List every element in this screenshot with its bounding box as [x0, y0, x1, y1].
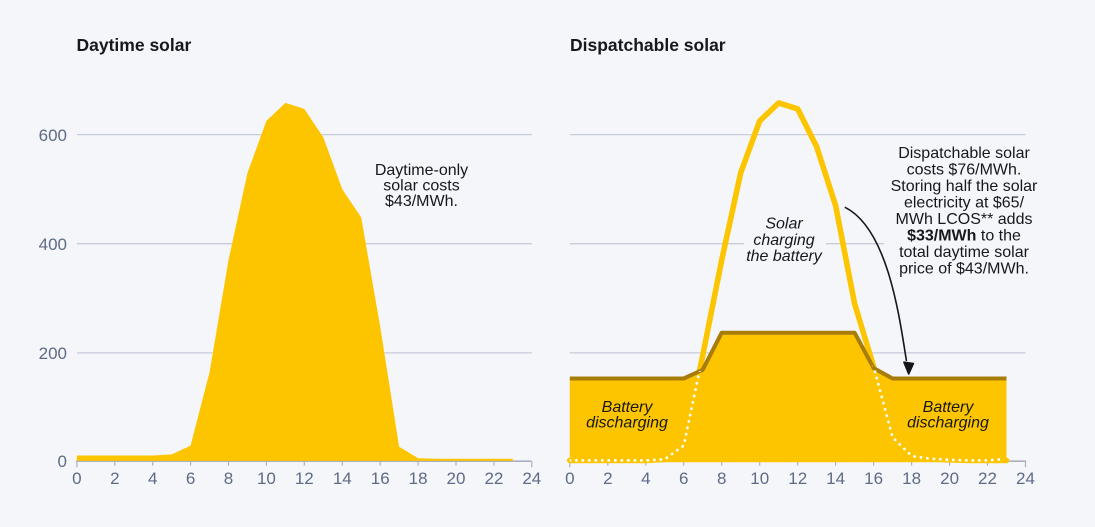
svg-text:0: 0 — [72, 469, 81, 488]
svg-text:6: 6 — [186, 469, 195, 488]
svg-text:12: 12 — [295, 469, 314, 488]
svg-text:4: 4 — [641, 469, 650, 488]
svg-text:6: 6 — [679, 469, 688, 488]
svg-text:0: 0 — [58, 452, 67, 471]
svg-text:Daytime solar: Daytime solar — [77, 35, 192, 55]
svg-text:14: 14 — [333, 469, 352, 488]
svg-text:8: 8 — [224, 469, 233, 488]
svg-text:24: 24 — [1016, 469, 1035, 488]
svg-text:20: 20 — [447, 469, 466, 488]
svg-text:16: 16 — [371, 469, 390, 488]
svg-text:14: 14 — [826, 469, 845, 488]
svg-text:24: 24 — [522, 469, 541, 488]
svg-text:20: 20 — [940, 469, 959, 488]
svg-text:18: 18 — [902, 469, 921, 488]
svg-text:200: 200 — [39, 344, 67, 363]
svg-text:22: 22 — [484, 469, 503, 488]
svg-text:18: 18 — [409, 469, 428, 488]
svg-text:10: 10 — [257, 469, 276, 488]
svg-text:16: 16 — [864, 469, 883, 488]
svg-text:Dispatchable solar: Dispatchable solar — [570, 35, 726, 55]
svg-text:2: 2 — [110, 469, 119, 488]
svg-text:600: 600 — [39, 126, 67, 145]
svg-text:12: 12 — [788, 469, 807, 488]
svg-text:4: 4 — [148, 469, 157, 488]
svg-text:10: 10 — [750, 469, 769, 488]
svg-text:400: 400 — [39, 235, 67, 254]
svg-text:8: 8 — [717, 469, 726, 488]
svg-text:2: 2 — [603, 469, 612, 488]
svg-text:0: 0 — [565, 469, 574, 488]
svg-text:22: 22 — [978, 469, 997, 488]
